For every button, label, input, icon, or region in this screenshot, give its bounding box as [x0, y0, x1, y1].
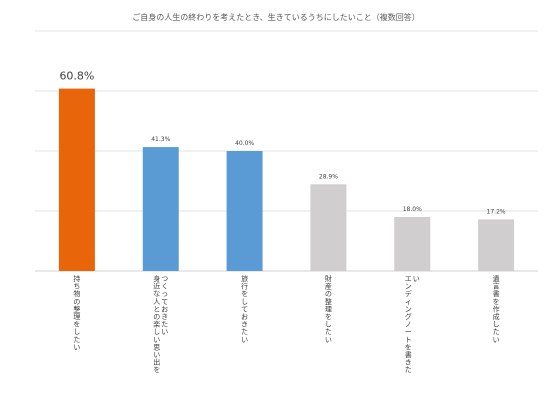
bars-layer	[58, 88, 515, 271]
svg-text:し: し	[493, 321, 500, 329]
svg-text:エ: エ	[405, 275, 412, 283]
bar-6	[478, 219, 515, 271]
svg-text:と: と	[153, 305, 160, 313]
svg-text:い: い	[325, 336, 332, 344]
bar-4	[310, 184, 347, 271]
svg-text:い: い	[161, 328, 168, 336]
chart-title: ご自身の人生の終わりを考えたとき、生きているうちにしたいこと（複数回答）	[132, 12, 419, 22]
svg-text:近: 近	[153, 282, 160, 291]
value-labels-layer: 60.8% 41.3% 40.0% 28.9% 18.0% 17.2%	[59, 70, 505, 216]
svg-text:ン: ン	[405, 283, 412, 291]
svg-text:理: 理	[325, 305, 332, 313]
value-label-2: 41.3%	[151, 136, 170, 143]
svg-text:ン: ン	[405, 305, 412, 313]
svg-text:な: な	[153, 290, 160, 298]
svg-text:産: 産	[325, 282, 332, 291]
svg-text:言: 言	[493, 282, 500, 291]
svg-text:作: 作	[493, 304, 500, 313]
value-label-4: 28.9%	[319, 173, 338, 180]
svg-text:書: 書	[405, 350, 412, 359]
svg-text:物: 物	[73, 289, 80, 298]
svg-text:ィ: ィ	[405, 298, 412, 306]
svg-text:身: 身	[153, 274, 160, 283]
svg-text:グ: グ	[405, 312, 412, 321]
svg-text:い: い	[413, 275, 420, 283]
svg-text:っ: っ	[161, 290, 168, 298]
svg-text:い: い	[153, 351, 160, 359]
grid-layer	[35, 30, 538, 272]
svg-text:行: 行	[241, 282, 248, 291]
svg-text:成: 成	[493, 312, 500, 321]
svg-text:い: い	[153, 336, 160, 344]
svg-text:し: し	[325, 321, 332, 329]
svg-text:し: し	[73, 328, 80, 336]
svg-text:き: き	[241, 321, 248, 329]
svg-text:書: 書	[493, 289, 500, 298]
svg-text:て: て	[161, 298, 168, 306]
bar-1	[58, 88, 95, 271]
svg-text:た: た	[241, 328, 248, 336]
svg-text:財: 財	[325, 274, 332, 283]
svg-text:た: た	[161, 321, 168, 329]
bar-5	[394, 217, 431, 271]
svg-text:く: く	[161, 283, 168, 291]
svg-text:い: い	[73, 343, 80, 351]
svg-text:を: を	[153, 366, 160, 374]
category-labels-layer: 持ち物の整理をしたい身近な人との楽しい思い出をつくっておきたい旅行をしておきたい…	[73, 274, 499, 374]
svg-text:の: の	[325, 290, 332, 298]
svg-text:た: た	[493, 328, 500, 336]
svg-text:を: を	[405, 343, 412, 351]
svg-text:い: い	[493, 336, 500, 344]
value-label-3: 40.0%	[235, 140, 254, 147]
svg-text:の: の	[73, 298, 80, 306]
svg-text:い: い	[241, 336, 248, 344]
svg-text:理: 理	[73, 313, 80, 321]
svg-text:た: た	[325, 328, 332, 336]
value-label-6: 17.2%	[487, 208, 506, 215]
svg-text:ち: ち	[73, 283, 80, 291]
svg-text:人: 人	[153, 298, 160, 306]
svg-text:出: 出	[153, 358, 160, 367]
svg-text:楽: 楽	[153, 320, 160, 329]
svg-text:の: の	[153, 313, 160, 321]
svg-text:遺: 遺	[493, 274, 500, 283]
svg-text:き: き	[161, 313, 168, 321]
svg-text:し: し	[241, 298, 248, 306]
svg-text:整: 整	[325, 297, 332, 306]
svg-text:ノ: ノ	[405, 321, 412, 329]
svg-text:た: た	[405, 366, 412, 374]
bar-3	[226, 151, 263, 271]
svg-text:お: お	[161, 305, 168, 313]
svg-text:を: を	[493, 298, 500, 306]
svg-text:き: き	[405, 359, 412, 367]
value-label-1: 60.8%	[59, 70, 94, 83]
svg-text:持: 持	[73, 274, 80, 283]
value-label-5: 18.0%	[403, 206, 422, 213]
svg-text:思: 思	[153, 343, 160, 351]
svg-text:整: 整	[73, 304, 80, 313]
svg-text:ト: ト	[405, 336, 412, 344]
svg-text:つ: つ	[161, 275, 168, 283]
svg-text:デ: デ	[405, 289, 412, 298]
svg-text:を: を	[325, 313, 332, 321]
svg-text:て: て	[241, 305, 248, 313]
svg-text:ー: ー	[405, 328, 412, 336]
svg-text:を: を	[241, 290, 248, 298]
svg-text:し: し	[153, 328, 160, 336]
svg-text:お: お	[241, 313, 248, 321]
svg-text:を: を	[73, 321, 80, 329]
svg-text:た: た	[73, 336, 80, 344]
svg-text:旅: 旅	[241, 274, 248, 283]
bar-2	[142, 147, 179, 271]
